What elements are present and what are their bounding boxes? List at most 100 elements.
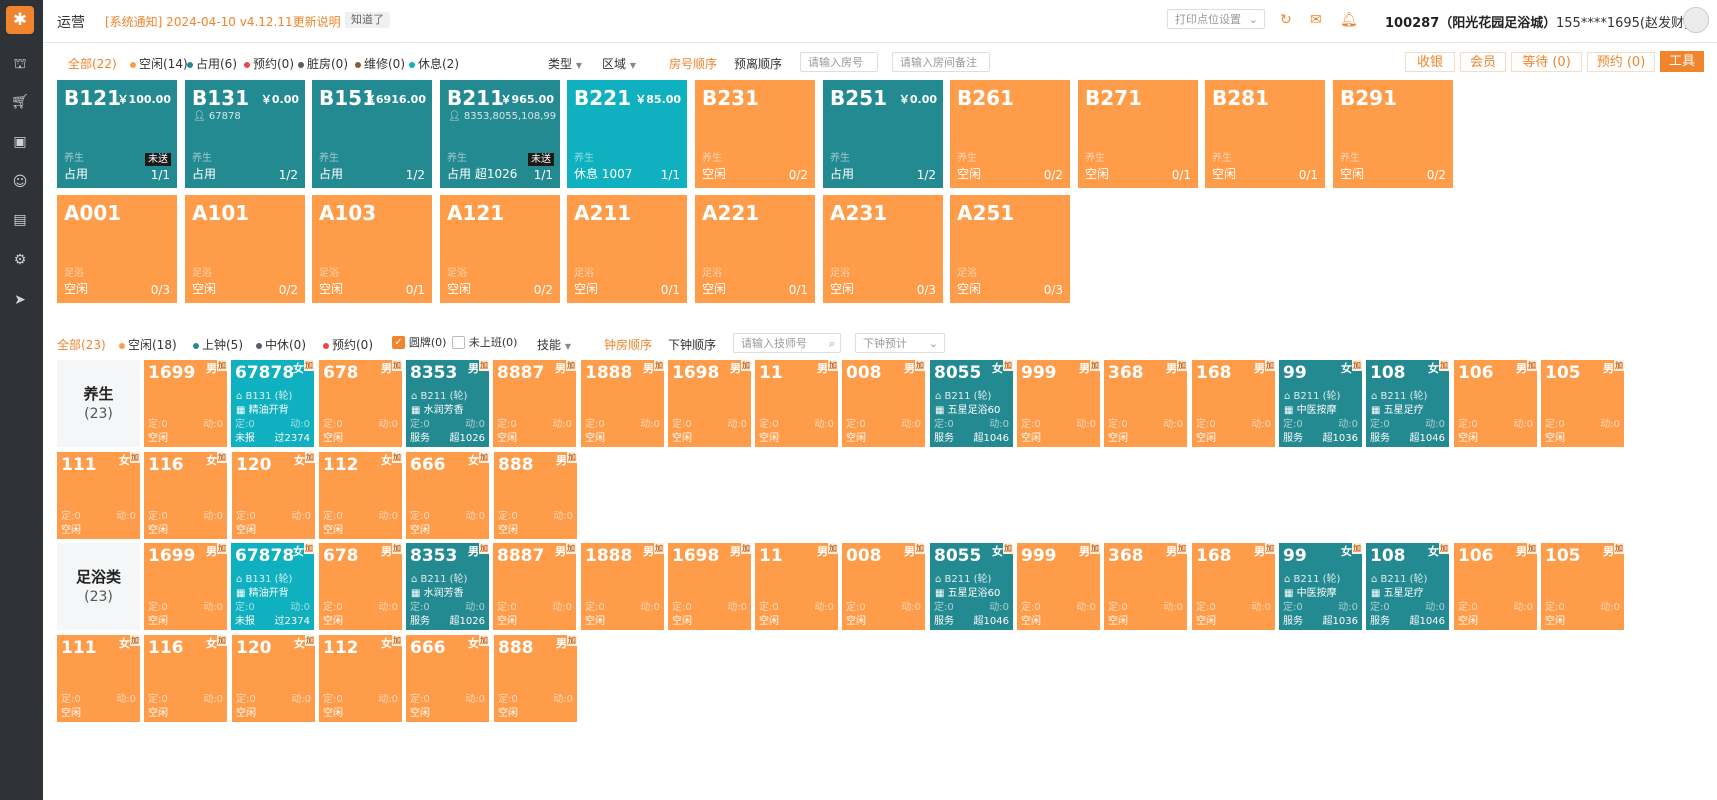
user-icon[interactable]: ☺	[12, 174, 28, 190]
room-area-filter[interactable]: 区域 ▼	[602, 55, 636, 72]
room-card[interactable]: A231 足浴 空闲 0/3	[823, 195, 943, 303]
tech-card[interactable]: 8887 男加定:0 动:0 空闲	[493, 360, 576, 447]
bag-icon[interactable]: ▣	[13, 134, 27, 150]
checkout-button[interactable]: 收银	[1405, 52, 1455, 72]
tech-card[interactable]: 888 男加定:0 动:0 空闲	[494, 635, 577, 722]
tech-card[interactable]: 999 男加定:0 动:0 空闲	[1017, 360, 1100, 447]
tech-card[interactable]: 008 男加定:0 动:0 空闲	[842, 360, 925, 447]
tech-card[interactable]: 105 男加定:0 动:0 空闲	[1541, 360, 1624, 447]
waiting-button[interactable]: 等待 (0)	[1511, 52, 1582, 72]
room-filter-item[interactable]: 空闲(14)	[130, 55, 188, 72]
tech-filter-item[interactable]: 中休(0)	[256, 336, 306, 353]
cart-icon[interactable]: 🛒︎	[11, 94, 29, 110]
mail-icon[interactable]: ✉	[1310, 12, 1322, 28]
room-card[interactable]: B121 ￥100.00 养生 未送 占用 1/1	[57, 80, 177, 188]
room-card[interactable]: B251 ￥0.00 养生 占用 1/2	[823, 80, 943, 188]
tech-card[interactable]: 666 女加定:0 动:0 空闲	[406, 635, 489, 722]
room-filter-item[interactable]: 脏房(0)	[298, 55, 348, 72]
tech-card[interactable]: 11 男加定:0 动:0 空闲	[755, 360, 838, 447]
tech-card[interactable]: 368 男加定:0 动:0 空闲	[1104, 360, 1187, 447]
tech-card[interactable]: 666 女加定:0 动:0 空闲	[406, 452, 489, 539]
room-card[interactable]: B221 ￥85.00 养生 休息 1007 1/1	[567, 80, 687, 188]
tech-card[interactable]: 120 女加定:0 动:0 空闲	[232, 635, 315, 722]
print-point-select[interactable]: 打印点位设置 ⌄	[1167, 9, 1265, 29]
tech-card[interactable]: 168 男加定:0 动:0 空闲	[1192, 360, 1275, 447]
room-card[interactable]: B151 ￥6916.00 养生 占用 1/2	[312, 80, 432, 188]
system-notice-link[interactable]: [系统通知] 2024-04-10 v4.12.11更新说明	[105, 15, 341, 29]
tech-card[interactable]: 168 男加定:0 动:0 空闲	[1192, 543, 1275, 630]
room-card[interactable]: A221 足浴 空闲 0/1	[695, 195, 815, 303]
tech-card[interactable]: 106 男加定:0 动:0 空闲	[1454, 543, 1537, 630]
room-card[interactable]: B211 ￥965.00 👤︎ 8353,8055,108,99 养生 未送 占用 超10…	[440, 80, 560, 188]
store-icon[interactable]: ⛫	[13, 56, 27, 72]
tech-card[interactable]: 11 男加定:0 动:0 空闲	[755, 543, 838, 630]
tech-group-header[interactable]: 足浴类 (23)	[57, 543, 140, 630]
tech-card[interactable]: 112 女加定:0 动:0 空闲	[319, 635, 402, 722]
room-filter-item[interactable]: 占用(6)	[187, 55, 237, 72]
sort-leave-order[interactable]: 预离顺序	[734, 57, 783, 71]
tech-filter-all[interactable]: 全部(23)	[57, 338, 106, 352]
tech-card[interactable]: 8887 男加定:0 动:0 空闲	[493, 543, 576, 630]
send-icon[interactable]: ➤	[14, 292, 26, 308]
user-name[interactable]: 155****1695(赵发财)	[1556, 16, 1690, 31]
tech-card[interactable]: 99 女加 ⌂ B211 (轮) ▦ 中医按摩 定:0 动:0 服务 超1036	[1279, 543, 1362, 630]
room-card[interactable]: B261 养生 空闲 0/2	[950, 80, 1070, 188]
tech-card[interactable]: 1699 男加定:0 动:0 空闲	[144, 543, 227, 630]
tech-group-header[interactable]: 养生 (23)	[57, 360, 140, 447]
tech-search-input[interactable]: 请输入技师号 ⌕	[733, 333, 841, 353]
room-card[interactable]: B131 ￥0.00 👤︎ 67878 养生 占用 1/2	[185, 80, 305, 188]
sort-clock-room[interactable]: 钟房顺序	[604, 338, 653, 352]
tech-card[interactable]: 1888 男加定:0 动:0 空闲	[581, 543, 664, 630]
member-button[interactable]: 会员	[1460, 52, 1506, 72]
tech-card[interactable]: 67878 女加 ⌂ B131 (轮) ▦ 精油开背 定:0 动:0 未报 过2374	[231, 360, 314, 447]
room-search-input[interactable]: 请输入房号	[800, 52, 878, 72]
tech-card[interactable]: 1698 男加定:0 动:0 空闲	[668, 543, 751, 630]
room-card[interactable]: A103 足浴 空闲 0/1	[312, 195, 432, 303]
tools-button[interactable]: 工具	[1660, 51, 1704, 72]
room-filter-item[interactable]: 维修(0)	[355, 55, 405, 72]
tech-filter-item[interactable]: 空闲(18)	[119, 336, 177, 353]
tech-card[interactable]: 1699 男加定:0 动:0 空闲	[144, 360, 227, 447]
room-type-filter[interactable]: 类型 ▼	[548, 55, 582, 72]
room-card[interactable]: A101 足浴 空闲 0/2	[185, 195, 305, 303]
room-note-input[interactable]: 请输入房间备注	[892, 52, 990, 72]
room-card[interactable]: A001 足浴 空闲 0/3	[57, 195, 177, 303]
tech-card[interactable]: 108 女加 ⌂ B211 (轮) ▦ 五星足疗 定:0 动:0 服务 超1046	[1366, 360, 1449, 447]
tech-card[interactable]: 8353 男加 ⌂ B211 (轮) ▦ 水润芳香 定:0 动:0 服务 超1026	[406, 360, 489, 447]
card-checkbox[interactable]: ✓ 圆牌(0)	[392, 334, 446, 350]
off-duty-checkbox[interactable]: 未上班(0)	[452, 334, 517, 350]
refresh-icon[interactable]: ↻	[1280, 12, 1292, 28]
tech-card[interactable]: 108 女加 ⌂ B211 (轮) ▦ 五星足疗 定:0 动:0 服务 超1046	[1366, 543, 1449, 630]
room-card[interactable]: B271 养生 空闲 0/1	[1078, 80, 1198, 188]
tech-card[interactable]: 008 男加定:0 动:0 空闲	[842, 543, 925, 630]
tech-card[interactable]: 1888 男加定:0 动:0 空闲	[581, 360, 664, 447]
room-filter-all[interactable]: 全部(22)	[68, 57, 117, 71]
room-card[interactable]: A121 足浴 空闲 0/2	[440, 195, 560, 303]
room-card[interactable]: B281 养生 空闲 0/1	[1205, 80, 1325, 188]
tech-card[interactable]: 99 女加 ⌂ B211 (轮) ▦ 中医按摩 定:0 动:0 服务 超1036	[1279, 360, 1362, 447]
room-card[interactable]: A211 足浴 空闲 0/1	[567, 195, 687, 303]
room-card[interactable]: B291 养生 空闲 0/2	[1333, 80, 1453, 188]
tech-card[interactable]: 999 男加定:0 动:0 空闲	[1017, 543, 1100, 630]
bell-icon[interactable]: 🔔︎	[1340, 12, 1358, 28]
tech-card[interactable]: 678 男加定:0 动:0 空闲	[319, 360, 402, 447]
next-clock-select[interactable]: 下钟预计 ⌄	[855, 333, 945, 353]
logo-icon[interactable]: ✱	[6, 6, 34, 34]
tech-card[interactable]: 8055 女加 ⌂ B211 (轮) ▦ 五星足浴60 定:0 动:0 服务 超1046	[930, 360, 1013, 447]
tech-card[interactable]: 678 男加定:0 动:0 空闲	[319, 543, 402, 630]
tech-card[interactable]: 106 男加定:0 动:0 空闲	[1454, 360, 1537, 447]
card-icon[interactable]: ▤	[13, 212, 27, 228]
tech-card[interactable]: 111 女加定:0 动:0 空闲	[57, 452, 140, 539]
tech-card[interactable]: 368 男加定:0 动:0 空闲	[1104, 543, 1187, 630]
room-card[interactable]: A251 足浴 空闲 0/3	[950, 195, 1070, 303]
tech-card[interactable]: 111 女加定:0 动:0 空闲	[57, 635, 140, 722]
sort-next-clock[interactable]: 下钟顺序	[668, 338, 717, 352]
room-card[interactable]: B231 养生 空闲 0/2	[695, 80, 815, 188]
tech-card[interactable]: 112 女加定:0 动:0 空闲	[319, 452, 402, 539]
skill-filter[interactable]: 技能 ▼	[537, 336, 571, 353]
room-filter-item[interactable]: 休息(2)	[409, 55, 459, 72]
tech-card[interactable]: 67878 女加 ⌂ B131 (轮) ▦ 精油开背 定:0 动:0 未报 过2374	[231, 543, 314, 630]
tech-card[interactable]: 116 女加定:0 动:0 空闲	[144, 635, 227, 722]
notice-ack-button[interactable]: 知道了	[345, 12, 390, 28]
reserve-button[interactable]: 预约 (0)	[1587, 52, 1655, 72]
